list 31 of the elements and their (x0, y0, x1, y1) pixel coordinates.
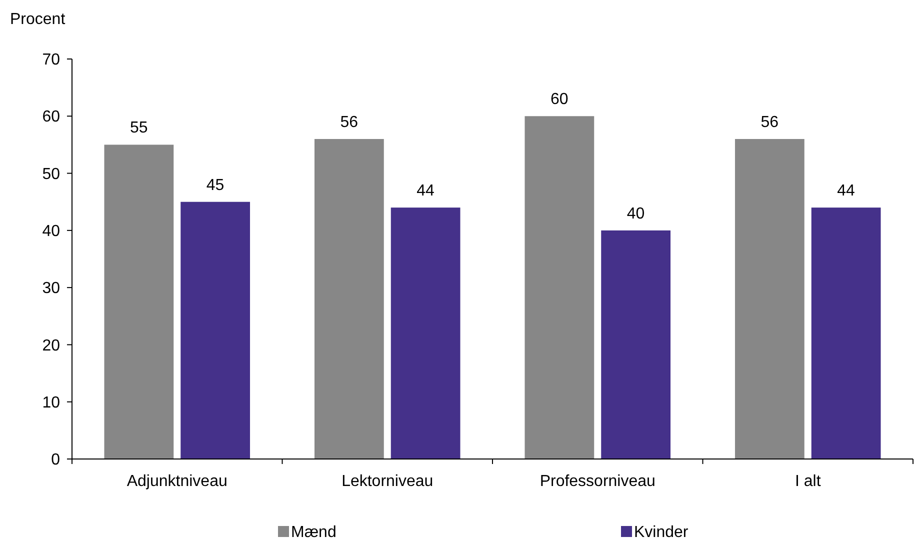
x-tick-label: Adjunktniveau (126, 473, 228, 490)
y-tick-label: 60 (42, 108, 60, 126)
legend-label: Kvinder (634, 524, 689, 541)
data-label: 56 (340, 114, 358, 131)
data-label: 44 (416, 182, 435, 200)
bar (314, 139, 384, 459)
y-axis-title: Procent (10, 11, 66, 28)
x-tick-label: Professorniveau (540, 473, 656, 490)
y-tick-label: 0 (51, 452, 60, 469)
data-label: 45 (206, 176, 224, 194)
y-tick-label: 20 (42, 337, 60, 354)
data-label: 40 (626, 205, 645, 222)
bar (180, 202, 250, 459)
data-label: 44 (837, 182, 856, 200)
x-tick-label: Lektorniveau (342, 473, 434, 490)
legend-label: Mænd (291, 524, 336, 541)
y-tick-label: 70 (42, 52, 60, 69)
y-tick-label: 40 (42, 223, 60, 240)
bar (601, 230, 671, 459)
bar (390, 208, 460, 459)
y-tick-label: 10 (42, 394, 60, 412)
data-label: 60 (550, 91, 568, 108)
bar (524, 116, 594, 459)
data-label: 55 (130, 120, 148, 137)
bar (104, 144, 174, 459)
y-tick-label: 50 (42, 166, 60, 183)
bar (734, 139, 804, 459)
y-tick-label: 30 (42, 280, 60, 298)
x-tick-label: I alt (794, 473, 822, 490)
data-label: 56 (760, 114, 779, 131)
bar (811, 208, 881, 459)
